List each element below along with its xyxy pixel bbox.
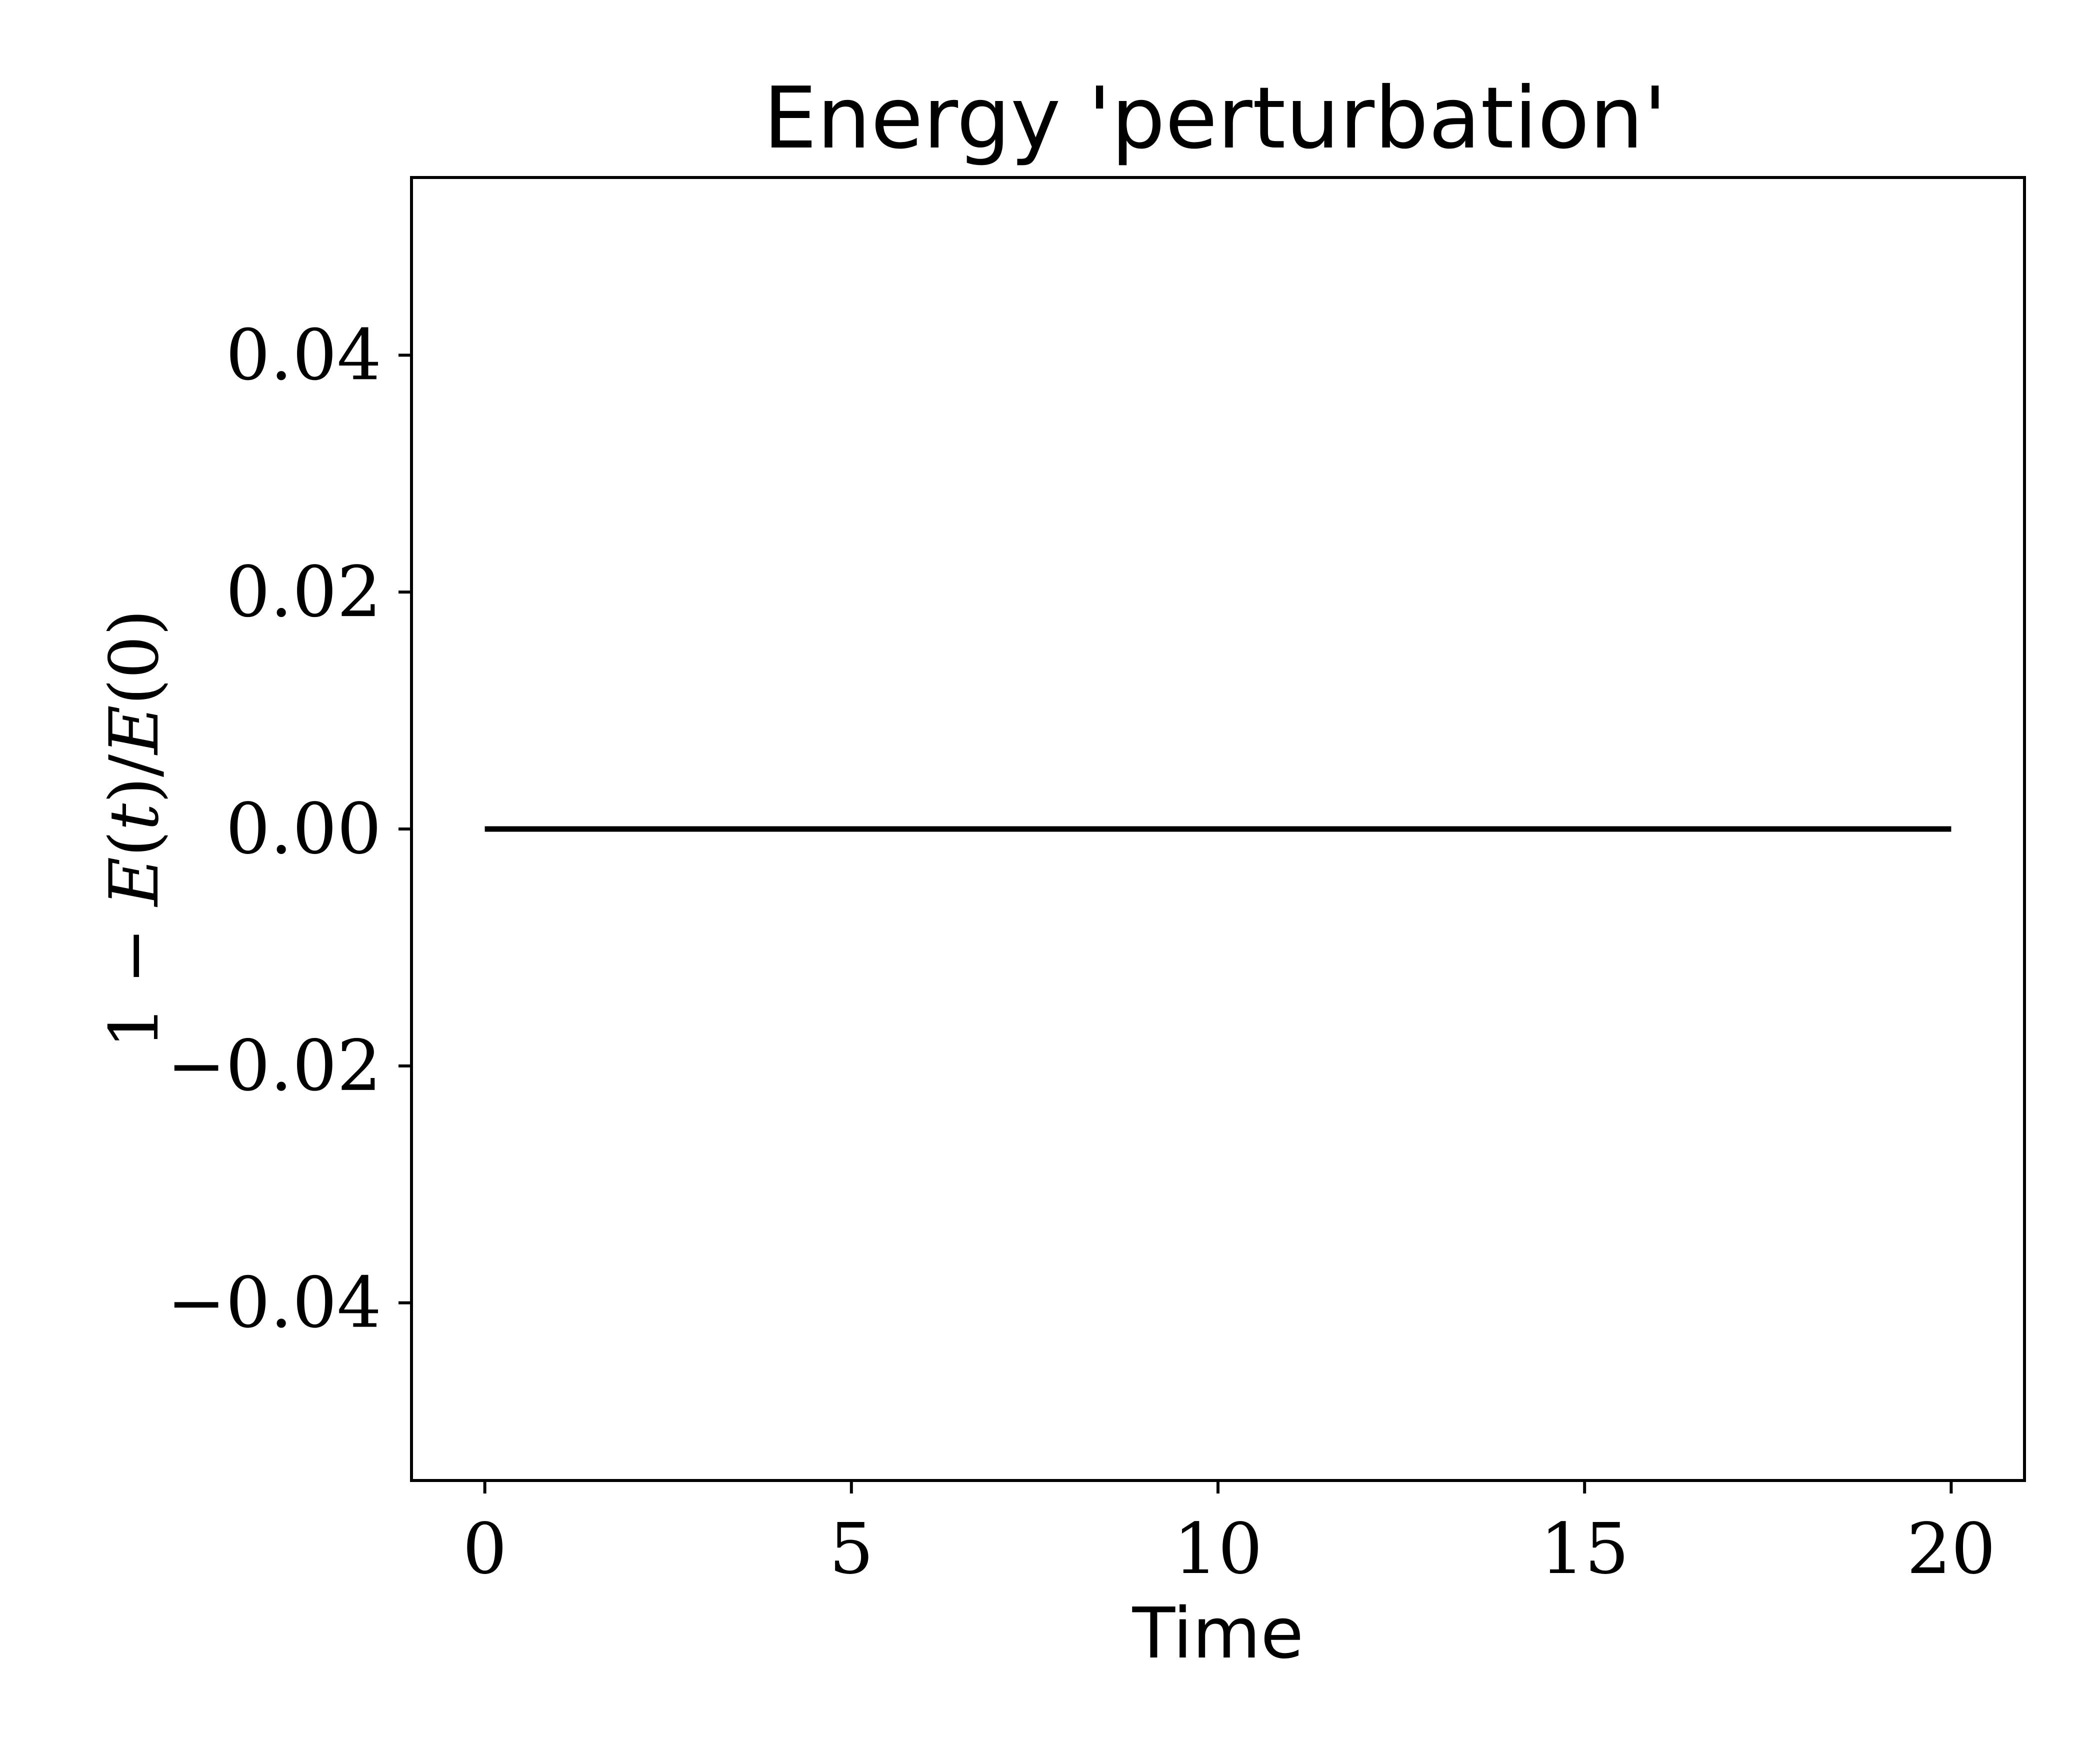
- y-axis-label: 1 − E(t)/E(0): [95, 610, 174, 1048]
- y-axis-ticks: 0.04 0.02 0.00 −0.02 −0.04: [167, 314, 412, 1344]
- y-tick-label: 0.00: [226, 788, 382, 870]
- x-tick-label: 0: [462, 1508, 507, 1590]
- y-tick-label: 0.02: [226, 552, 382, 633]
- x-tick-label: 5: [829, 1508, 874, 1590]
- y-tick-label: −0.02: [167, 1026, 382, 1107]
- chart-title: Energy 'perturbation': [763, 69, 1666, 168]
- x-tick-label: 10: [1174, 1508, 1262, 1590]
- x-axis-ticks: 0 5 10 15 20: [462, 1480, 1996, 1590]
- x-tick-label: 20: [1906, 1508, 1996, 1590]
- x-axis-label: Time: [1132, 1593, 1304, 1674]
- y-tick-label: −0.04: [167, 1262, 382, 1344]
- y-tick-label: 0.04: [226, 314, 382, 396]
- x-tick-label: 15: [1540, 1508, 1629, 1590]
